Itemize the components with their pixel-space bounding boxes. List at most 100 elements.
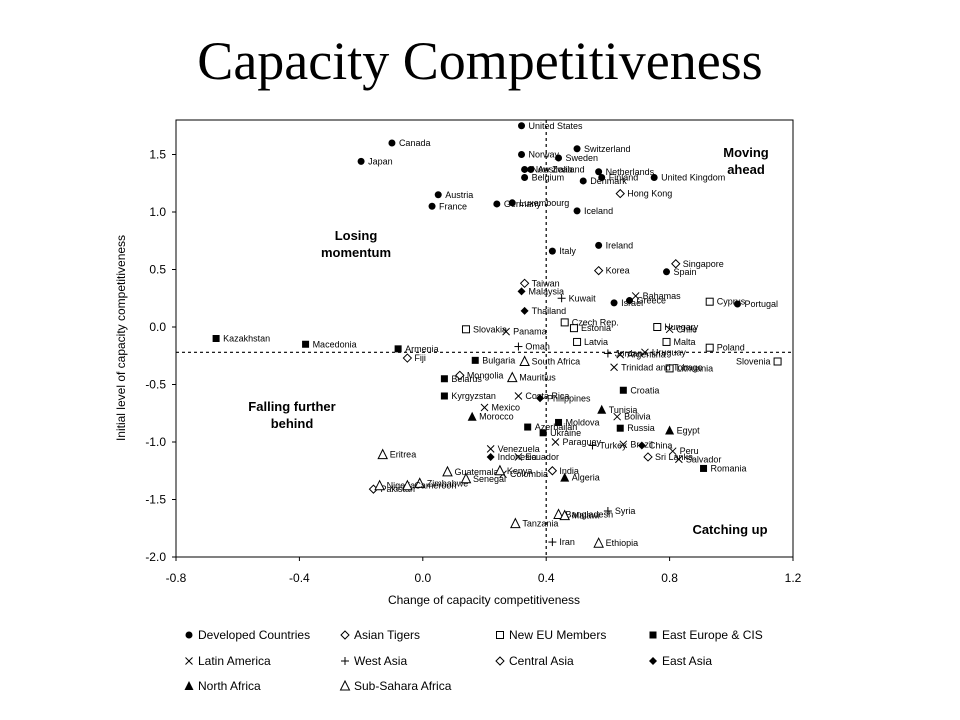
point-korea — [593, 265, 604, 276]
point-australia — [527, 165, 535, 173]
point-south-africa — [519, 355, 530, 366]
point-label-guatemala: Guatemala — [454, 467, 498, 477]
legend: Developed Countries Asian Tigers New EU Me… — [184, 628, 763, 693]
point-label-ukraine: Ukraine — [550, 428, 581, 438]
point-latvia — [573, 337, 582, 346]
point-label-mauritius: Mauritius — [519, 373, 556, 383]
legend-label-east-asia: East Asia — [662, 654, 712, 668]
point-label-tanzania: Tanzania — [522, 519, 558, 529]
point-sweden — [555, 154, 563, 162]
point-russia — [616, 424, 624, 432]
legend-marker-sub-sahara-africa — [339, 679, 351, 691]
point-label-fiji: Fiji — [414, 353, 426, 363]
point-label-iceland: Iceland — [584, 206, 613, 216]
point-kuwait — [557, 294, 566, 303]
point-label-peru: Peru — [680, 446, 699, 456]
point-senegal — [460, 472, 472, 484]
point-label-eritrea: Eritrea — [390, 450, 417, 460]
point-bolivia — [613, 412, 622, 421]
legend-marker-north-africa — [184, 681, 194, 690]
legend-label-sub-sahara-africa: Sub-Sahara Africa — [354, 679, 452, 693]
legend-marker-latin-america — [185, 657, 193, 665]
legend-label-central-asia: Central Asia — [509, 654, 574, 668]
point-oman — [514, 342, 523, 351]
point-label-kazakhstan: Kazakhstan — [223, 334, 270, 344]
point-iceland — [573, 207, 581, 215]
point-czech-rep — [560, 318, 569, 327]
point-label-bolivia: Bolivia — [624, 412, 651, 422]
point-label-latvia: Latvia — [584, 337, 608, 347]
point-label-finland: Finland — [609, 173, 639, 183]
point-label-russia: Russia — [627, 423, 655, 433]
point-new-zealand — [521, 165, 529, 173]
point-label-macedonia: Macedonia — [313, 339, 357, 349]
point-kazakhstan — [212, 335, 220, 342]
point-eritrea — [377, 448, 389, 460]
legend-label-west-asia: West Asia — [354, 654, 407, 668]
point-label-philippines: Philippines — [547, 393, 591, 403]
point-label-egypt: Egypt — [677, 426, 701, 436]
axis-ticks: -0.8 -0.4 0.0 0.4 0.8 1.2 1.5 1.0 0.5 0.0 -0.5 -1.0… — [145, 148, 801, 586]
point-india — [547, 466, 558, 476]
point-label-lithuania: Lithuania — [677, 363, 714, 373]
point-label-united-kingdom: United Kingdom — [661, 173, 725, 183]
point-turkey — [588, 441, 597, 450]
legend-marker-west-asia — [341, 657, 349, 665]
point-label-sri-lanka: Sri Lanka — [655, 452, 693, 462]
quadrant-labels: Moving ahead Losing momentum Falling further… — [248, 145, 768, 537]
point-label-bulgaria: Bulgaria — [482, 355, 515, 365]
point-israel — [610, 299, 618, 307]
point-label-china: China — [649, 440, 673, 450]
x-tick-label: 1.2 — [785, 571, 802, 585]
point-morocco — [467, 411, 477, 421]
point-moldova — [555, 418, 563, 426]
x-tick-label: 0.0 — [414, 571, 431, 585]
point-label-turkey: Turkey — [599, 440, 627, 450]
legend-label-latin-america: Latin America — [198, 654, 271, 668]
point-tanzania — [510, 517, 521, 529]
point-label-chile: Chile — [677, 324, 698, 334]
point-label-armenia: Armenia — [405, 344, 439, 354]
point-label-malaysia: Malaysia — [529, 286, 565, 296]
legend-marker-east-europe-cis — [649, 631, 657, 639]
point-malaysia — [517, 287, 526, 296]
point-label-sweden: Sweden — [566, 153, 599, 163]
point-ukraine — [539, 429, 547, 437]
point-label-thailand: Thailand — [532, 306, 567, 316]
point-label-switzerland: Switzerland — [584, 144, 631, 154]
point-label-belgium: Belgium — [532, 173, 565, 183]
point-ethiopia — [593, 537, 604, 548]
point-label-croatia: Croatia — [630, 385, 659, 395]
point-label-panama: Panama — [513, 327, 547, 337]
point-label-luxembourg: Luxembourg — [519, 198, 569, 208]
legend-label-developed-countries: Developed Countries — [198, 628, 310, 642]
x-axis-title: Change of capacity competitiveness — [388, 593, 580, 607]
point-guatemala — [442, 465, 453, 477]
point-label-indonesia: Indonesia — [498, 452, 537, 462]
point-indonesia — [486, 452, 495, 461]
point-singapore — [671, 259, 681, 269]
point-venezuela — [486, 445, 495, 453]
point-label-romania: Romania — [711, 463, 747, 473]
legend-label-north-africa: North Africa — [198, 679, 261, 693]
legend-marker-new-eu-members — [496, 631, 504, 639]
point-label-canada: Canada — [399, 138, 431, 148]
point-label-italy: Italy — [559, 246, 576, 256]
legend-marker-east-asia — [649, 657, 657, 665]
point-label-poland: Poland — [717, 343, 745, 353]
point-algeria — [560, 472, 570, 482]
point-label-malta: Malta — [674, 337, 696, 347]
point-romania — [700, 464, 708, 472]
point-iran — [548, 538, 557, 547]
point-salvador — [675, 455, 683, 464]
point-chile — [665, 325, 674, 334]
point-peru — [668, 447, 677, 456]
point-label-germany: Germany — [504, 199, 542, 209]
point-trinidad-and-tobago — [610, 363, 618, 372]
x-tick-label: 0.8 — [661, 571, 678, 585]
point-united-states — [518, 122, 526, 130]
point-label-new-zealand: New Zealand — [532, 164, 585, 174]
point-argentina — [616, 350, 625, 359]
point-slovakia — [461, 325, 470, 334]
